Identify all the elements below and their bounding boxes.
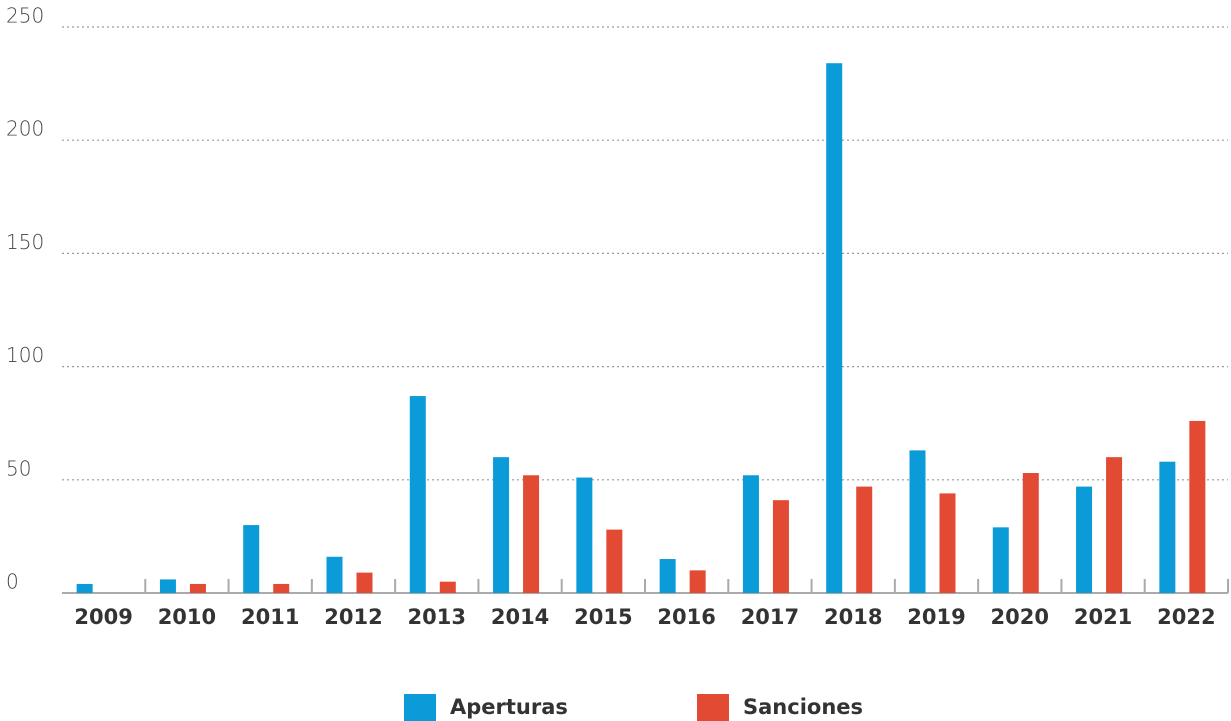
bar	[826, 63, 843, 593]
bar	[326, 556, 343, 593]
bar	[1159, 461, 1176, 593]
bar	[1022, 473, 1039, 593]
bar	[76, 583, 93, 593]
bar	[576, 477, 593, 593]
legend-swatch	[697, 694, 729, 721]
x-tick-label: 2019	[907, 605, 965, 629]
bar	[742, 475, 759, 593]
y-tick-label: 0	[6, 570, 19, 594]
x-tick-label: 2011	[241, 605, 299, 629]
y-tick-label: 200	[6, 117, 44, 141]
x-tick-label: 2012	[324, 605, 382, 629]
bar	[439, 581, 456, 593]
bar	[992, 527, 1009, 593]
bar	[856, 486, 873, 593]
bar	[356, 572, 373, 593]
bar	[689, 570, 706, 593]
x-tick-label: 2010	[158, 605, 216, 629]
bar	[409, 396, 426, 593]
x-tick-label: 2018	[824, 605, 882, 629]
bar	[189, 583, 206, 593]
bar	[1189, 420, 1206, 593]
bar	[1106, 457, 1123, 593]
bar	[523, 475, 540, 593]
legend-label: Sanciones	[743, 695, 863, 719]
bar	[159, 579, 176, 593]
bar	[273, 583, 290, 593]
x-tick-label: 2021	[1074, 605, 1132, 629]
x-tick-label: 2015	[574, 605, 632, 629]
bar	[772, 500, 789, 593]
bar	[493, 457, 510, 593]
bar	[606, 529, 623, 593]
y-tick-label: 50	[6, 456, 31, 480]
x-tick-label: 2014	[491, 605, 549, 629]
x-tick-label: 2016	[657, 605, 715, 629]
bar	[243, 525, 260, 593]
legend-label: Aperturas	[450, 695, 568, 719]
bar	[909, 450, 926, 593]
bar	[1076, 486, 1093, 593]
x-tick-label: 2020	[991, 605, 1049, 629]
y-tick-label: 100	[6, 343, 44, 367]
x-tick-label: 2013	[408, 605, 466, 629]
bar	[939, 493, 956, 593]
y-tick-label: 250	[6, 4, 44, 28]
x-tick-label: 2009	[74, 605, 132, 629]
bar	[659, 559, 676, 593]
x-tick-label: 2022	[1157, 605, 1215, 629]
y-tick-label: 150	[6, 230, 44, 254]
legend-swatch	[404, 694, 436, 721]
x-tick-label: 2017	[741, 605, 799, 629]
